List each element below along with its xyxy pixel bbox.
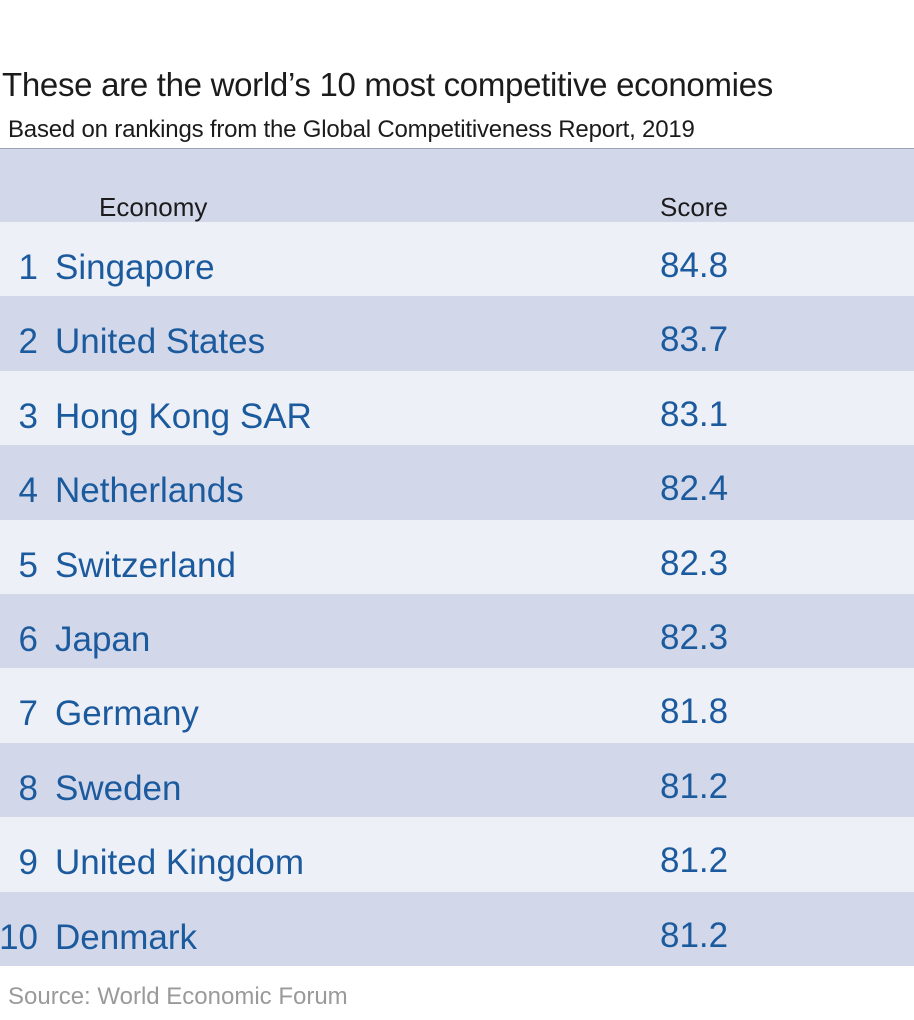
table-row: 4 Netherlands 82.4 <box>0 445 914 520</box>
row-economy: United States <box>55 322 266 362</box>
table-row: 2 United States 83.7 <box>0 296 914 371</box>
row-economy: Hong Kong SAR <box>55 396 312 436</box>
table-row: 6 Japan 82.3 <box>0 593 914 669</box>
row-rank: 5 <box>18 545 38 585</box>
row-economy: Netherlands <box>55 471 244 511</box>
row-score: 84.8 <box>660 246 729 285</box>
row-rank: 8 <box>18 768 38 808</box>
row-economy: Germany <box>55 694 199 734</box>
row-rank: 1 <box>18 248 38 287</box>
ranking-table: Economy Score 1 Singapore 84.8 2 United Stat… <box>0 148 914 966</box>
row-score: 82.3 <box>660 543 729 583</box>
row-rank: 9 <box>18 843 38 883</box>
table-row: 8 Sweden 81.2 <box>0 742 914 818</box>
row-rank: 2 <box>18 322 38 362</box>
row-economy: Denmark <box>55 917 197 957</box>
row-score: 83.1 <box>660 394 729 434</box>
row-economy: United Kingdom <box>55 843 305 883</box>
row-economy: Sweden <box>55 768 182 808</box>
row-rank: 10 <box>0 917 38 957</box>
row-rank: 6 <box>18 619 38 659</box>
header-economy: Economy <box>99 192 208 222</box>
row-score: 81.2 <box>660 841 729 881</box>
row-score: 81.2 <box>660 766 729 806</box>
table-row: 5 Switzerland 82.3 <box>0 519 914 594</box>
row-score: 83.7 <box>660 320 729 360</box>
row-score: 82.4 <box>660 469 729 509</box>
table-row: 7 Germany 81.8 <box>0 668 914 743</box>
row-rank: 3 <box>18 396 38 436</box>
header-score: Score <box>660 192 728 222</box>
source-note: Source: World Economic Forum <box>8 983 348 1010</box>
row-score: 81.2 <box>660 915 729 955</box>
row-economy: Singapore <box>55 248 215 287</box>
table-row: 9 United Kingdom 81.2 <box>0 817 914 892</box>
row-rank: 4 <box>18 471 38 511</box>
row-score: 82.3 <box>660 617 729 657</box>
chart-subtitle: Based on rankings from the Global Compet… <box>8 116 695 143</box>
table-row: 3 Hong Kong SAR 83.1 <box>0 370 914 446</box>
table-body: 1 Singapore 84.8 2 United States 83.7 3 Hong Ko… <box>0 222 914 966</box>
row-economy: Japan <box>55 619 151 659</box>
table-header-row: Economy Score <box>0 149 914 222</box>
row-rank: 7 <box>18 694 38 734</box>
chart-title: These are the world’s 10 most competitiv… <box>2 66 773 103</box>
table-row: 1 Singapore 84.8 <box>0 222 914 297</box>
row-economy: Switzerland <box>55 545 236 585</box>
row-score: 81.8 <box>660 692 729 732</box>
table-row: 10 Denmark 81.2 <box>0 891 914 966</box>
